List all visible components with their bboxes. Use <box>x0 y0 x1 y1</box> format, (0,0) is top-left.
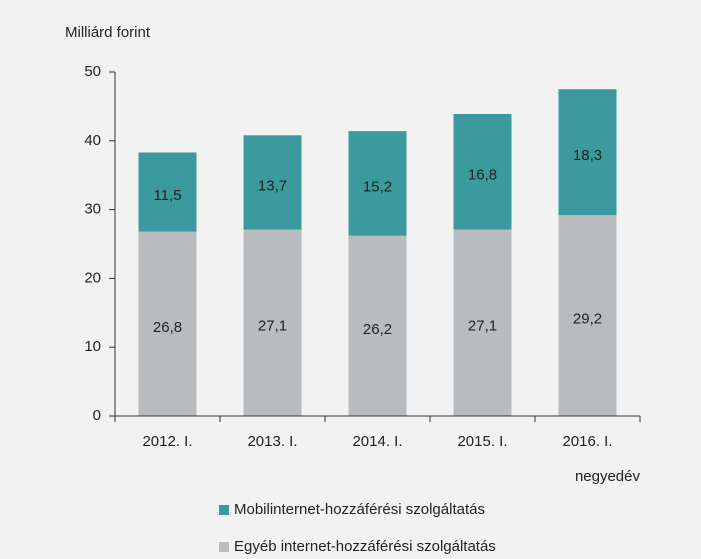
x-tick-label: 2012. I. <box>142 433 192 450</box>
data-label: 29,2 <box>573 311 602 328</box>
legend-label: Mobilinternet-hozzáférési szolgáltatás <box>234 501 485 518</box>
y-tick-label: 50 <box>84 63 101 80</box>
x-tick-label: 2016. I. <box>562 433 612 450</box>
data-label: 27,1 <box>258 318 287 335</box>
data-label: 15,2 <box>363 178 392 195</box>
legend-swatch <box>219 542 229 552</box>
data-label: 27,1 <box>468 318 497 335</box>
bar-segment <box>138 152 197 232</box>
legend-swatch <box>219 505 229 515</box>
bar-segment <box>348 131 407 236</box>
x-tick-label: 2015. I. <box>457 433 507 450</box>
y-tick-label: 10 <box>84 338 101 355</box>
bar-segment <box>243 229 302 416</box>
data-label: 26,2 <box>363 321 392 338</box>
legend-label: Egyéb internet-hozzáférési szolgáltatás <box>234 538 496 555</box>
data-label: 18,3 <box>573 147 602 164</box>
data-label: 13,7 <box>258 177 287 194</box>
data-label: 11,5 <box>153 187 181 204</box>
x-tick-label: 2014. I. <box>352 433 402 450</box>
x-axis-label: negyedév <box>575 468 641 485</box>
y-tick-label: 0 <box>93 407 101 424</box>
bar-segment <box>138 231 197 416</box>
data-label: 26,8 <box>153 319 182 336</box>
bar-segment <box>558 89 617 216</box>
bar-segment <box>453 229 512 416</box>
y-tick-label: 40 <box>84 132 101 149</box>
y-tick-label: 20 <box>84 269 101 286</box>
x-tick-label: 2013. I. <box>247 433 297 450</box>
y-tick-label: 30 <box>84 201 101 218</box>
bar-segment <box>558 215 617 416</box>
data-label: 16,8 <box>468 167 497 184</box>
y-axis-label: Milliárd forint <box>65 24 151 41</box>
bar-segment <box>348 235 407 416</box>
bar-segment <box>243 135 302 230</box>
bar-segment <box>453 113 512 230</box>
